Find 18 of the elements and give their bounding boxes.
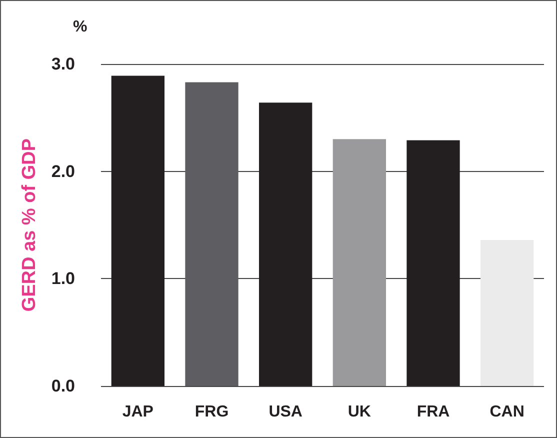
y-tick-label: 0.0 <box>51 376 75 396</box>
x-tick-label: CAN <box>490 404 524 420</box>
x-tick-label: UK <box>348 404 372 420</box>
x-tick-label: FRG <box>194 404 229 420</box>
bar <box>111 76 164 386</box>
y-tick-label: 1.0 <box>51 269 75 288</box>
y-axis-title: GERD as % of GDP <box>19 138 40 312</box>
text: % <box>73 18 88 36</box>
bar <box>480 240 534 386</box>
x-tick-label: FRA <box>416 404 450 420</box>
bar <box>332 139 386 386</box>
bar <box>259 102 312 386</box>
y-tick-label: 2.0 <box>51 162 75 181</box>
x-tick-label: JAP <box>122 404 154 420</box>
bar <box>406 140 460 386</box>
x-tick-label: USA <box>268 404 303 420</box>
bar <box>185 82 238 386</box>
y-tick-label: 3.0 <box>51 54 75 74</box>
